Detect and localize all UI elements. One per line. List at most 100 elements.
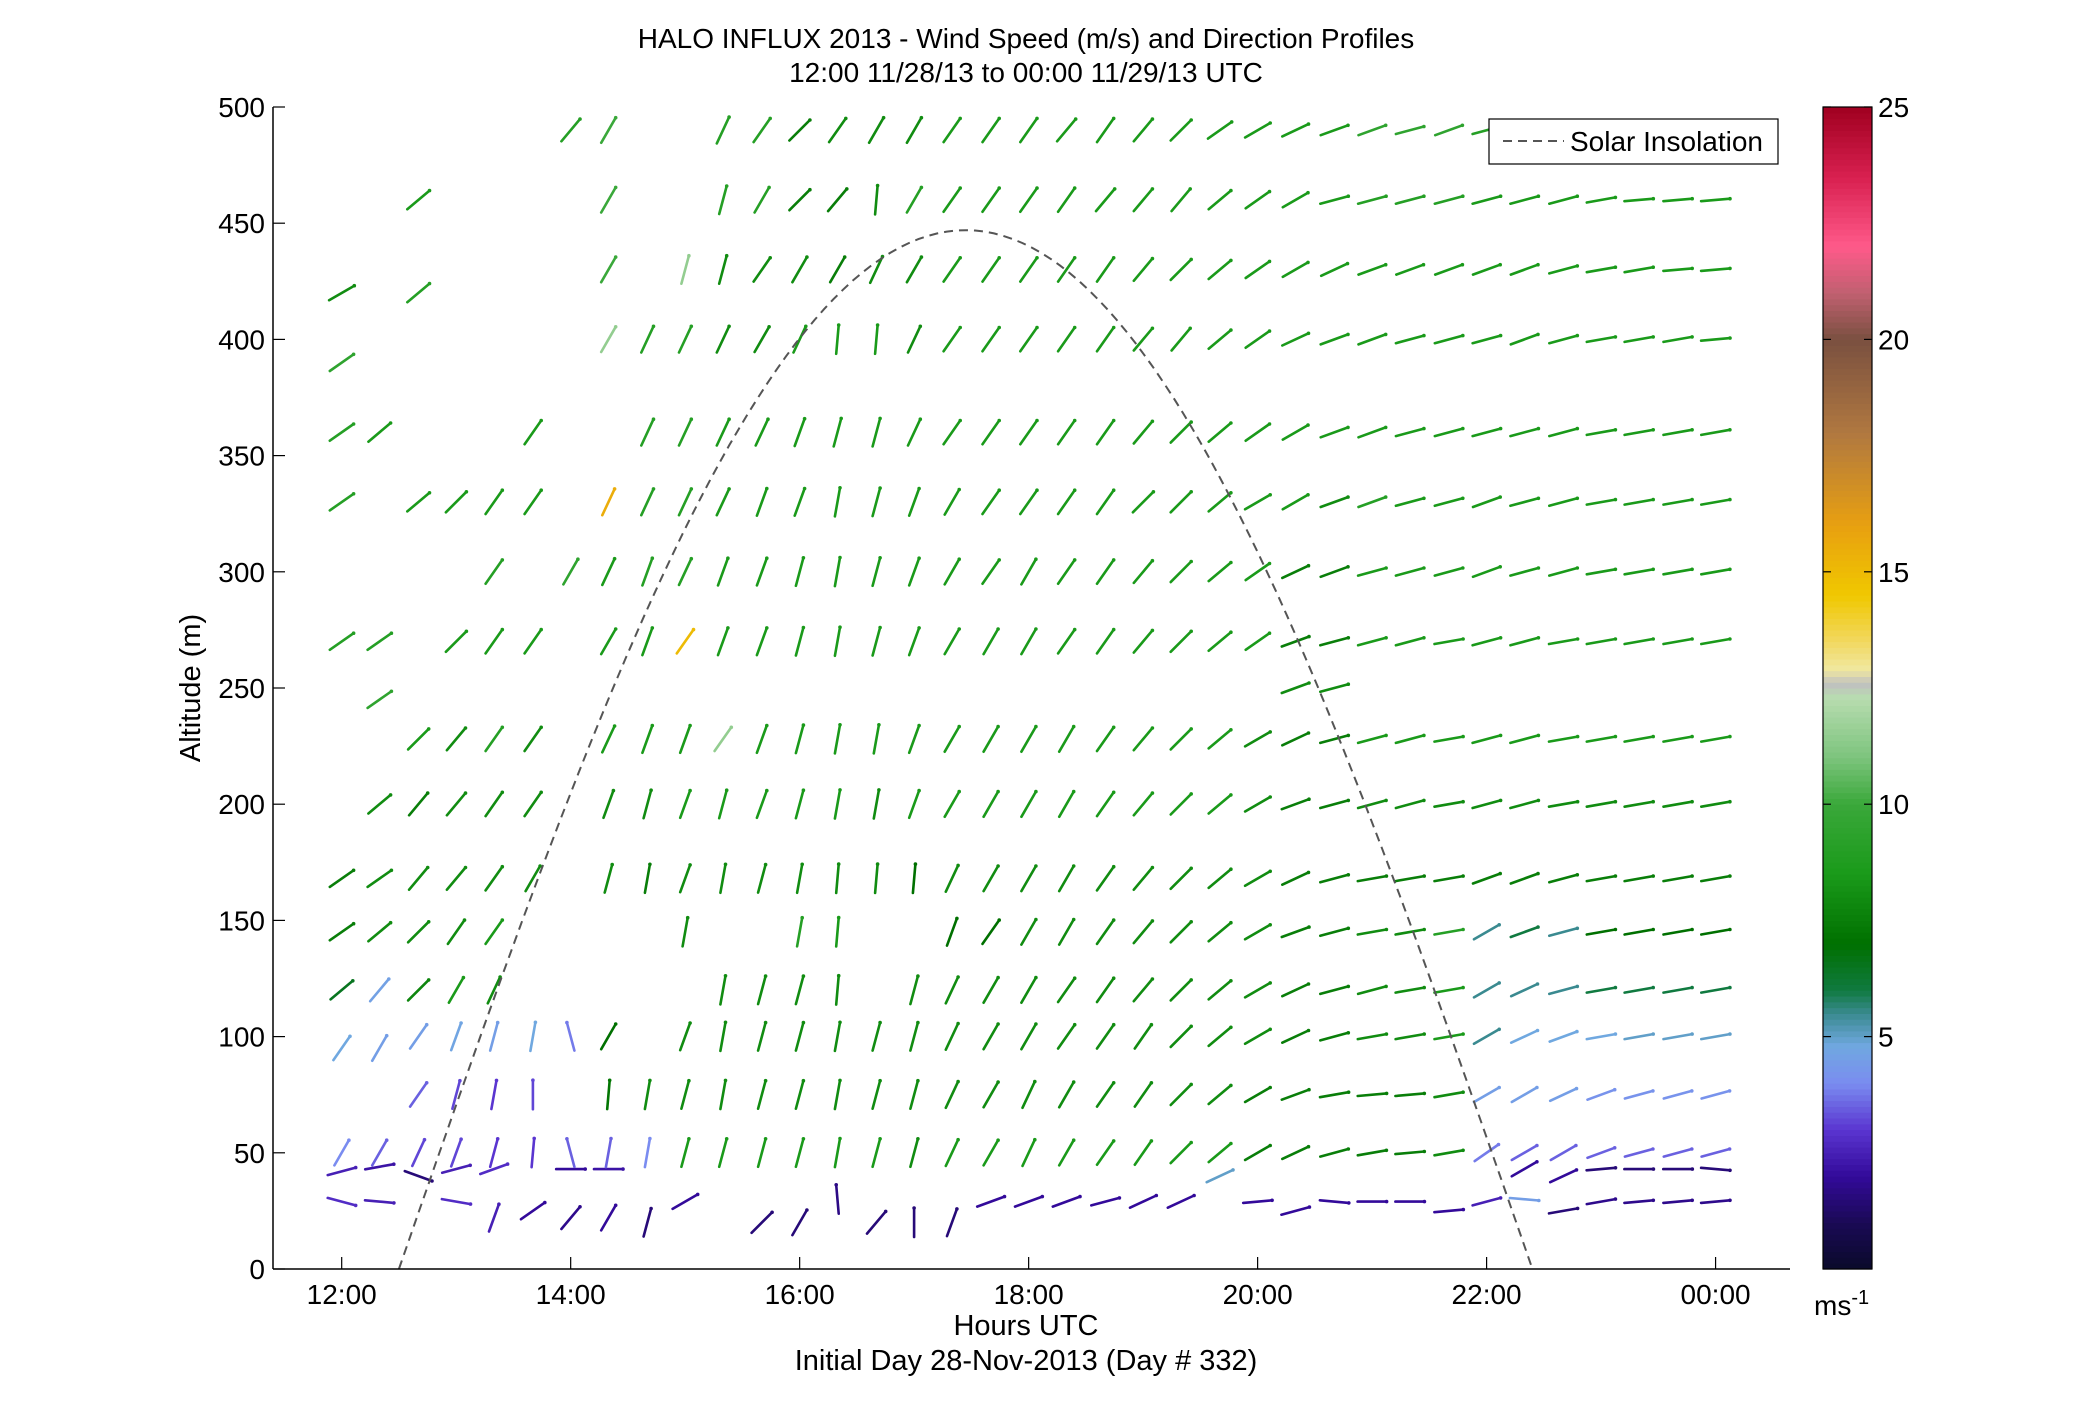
colorbar-band [1823, 839, 1872, 846]
wind-vector [1509, 194, 1541, 205]
wind-vector [1244, 259, 1272, 280]
wind-vector [1433, 1148, 1465, 1157]
wind-vector [529, 1020, 538, 1053]
wind-vector [407, 865, 430, 892]
wind-vector [1280, 797, 1311, 811]
colorbar-tick-label: 10 [1878, 789, 1909, 820]
colorbar-band [1823, 943, 1872, 951]
colorbar-band [1823, 182, 1872, 189]
wind-vector [981, 325, 1001, 353]
wind-vector [794, 1078, 806, 1110]
colorbar-band [1823, 1193, 1872, 1200]
colorbar-band [1823, 199, 1872, 207]
wind-vector [1243, 1143, 1272, 1162]
wind-vector [982, 864, 1000, 893]
y-tick-label: 0 [249, 1254, 265, 1285]
wind-vector [1056, 488, 1077, 516]
wind-vector [1585, 428, 1618, 437]
colorbar-band [1823, 1077, 1872, 1084]
wind-vector [1170, 326, 1192, 352]
wind-vector [484, 918, 505, 946]
wind-vector [791, 1208, 809, 1237]
colorbar-band [1823, 252, 1872, 259]
y-tick-label: 350 [218, 441, 265, 472]
wind-vector [1699, 266, 1732, 273]
wind-vector [1281, 870, 1311, 887]
wind-vector [715, 115, 731, 145]
wind-vector [449, 1021, 463, 1052]
colorbar-band [1823, 1228, 1872, 1235]
wind-vector [1394, 1149, 1427, 1156]
wind-vector [1623, 874, 1655, 883]
wind-vector [1095, 1022, 1116, 1050]
colorbar-frame [1822, 106, 1873, 1270]
wind-vector [639, 324, 656, 354]
wind-vector [907, 486, 921, 518]
wind-vector [1090, 1196, 1122, 1207]
wind-vector [406, 920, 431, 944]
wind-vector [1243, 923, 1272, 941]
wind-vector [1095, 325, 1116, 353]
colorbar-band [1823, 1146, 1872, 1154]
colorbar-band [1823, 1054, 1872, 1061]
wind-vector [1020, 789, 1038, 819]
colorbar-band [1823, 1199, 1872, 1206]
wind-vector [1394, 566, 1426, 577]
colorbar-band [1823, 1036, 1872, 1044]
wind-vector [1207, 728, 1233, 750]
wind-vector [1243, 869, 1272, 888]
wind-vector [1394, 194, 1426, 205]
colorbar-band [1823, 107, 1872, 114]
wind-vector [1433, 985, 1465, 994]
wind-vector [565, 1137, 576, 1169]
wind-vector [865, 1209, 888, 1235]
wind-vector [1244, 329, 1272, 350]
wind-vector [1472, 981, 1501, 999]
wind-vector [1319, 123, 1350, 137]
wind-vector [981, 186, 1001, 214]
colorbar-band [1823, 188, 1872, 195]
wind-vector [1095, 1081, 1116, 1108]
wind-vector [1585, 1032, 1618, 1041]
wind-vector [943, 724, 961, 754]
wind-vector [1020, 917, 1038, 946]
wind-vector [1585, 927, 1618, 936]
wind-vector [1472, 1085, 1501, 1104]
wind-vector [1133, 1139, 1154, 1166]
wind-vector [1548, 873, 1580, 884]
wind-vector [1280, 1087, 1311, 1101]
colorbar-band [1823, 717, 1872, 724]
colorbar-band [1823, 153, 1872, 160]
wind-vector [445, 726, 468, 752]
wind-vector [1394, 1199, 1427, 1204]
colorbar-band [1823, 844, 1872, 852]
colorbar-band [1823, 746, 1872, 753]
colorbar-band [1823, 525, 1872, 532]
wind-vector [1207, 979, 1233, 1001]
wind-vector [756, 862, 768, 894]
wind-vector [788, 118, 812, 142]
y-tick-label: 200 [218, 789, 265, 820]
wind-vector [1244, 561, 1272, 582]
wind-vector [1433, 1207, 1466, 1214]
wind-vector [1509, 426, 1541, 438]
wind-vector [975, 1194, 1007, 1208]
wind-vector [1095, 790, 1116, 818]
wind-vector [719, 1078, 728, 1111]
wind-vector [873, 183, 880, 216]
colorbar-band [1823, 995, 1872, 1003]
wind-vector [1281, 331, 1311, 347]
colorbar-band [1823, 571, 1872, 579]
wind-vector [1509, 496, 1541, 508]
wind-vector [872, 723, 881, 755]
wind-vector [1281, 563, 1311, 580]
wind-vector [1131, 490, 1156, 514]
wind-vector [1623, 1089, 1655, 1100]
wind-vector [827, 116, 848, 144]
colorbar-band [1823, 798, 1872, 805]
wind-vector [1471, 733, 1503, 745]
wind-vector [715, 417, 731, 447]
wind-vector [944, 863, 960, 894]
wind-vector [1169, 1024, 1193, 1049]
